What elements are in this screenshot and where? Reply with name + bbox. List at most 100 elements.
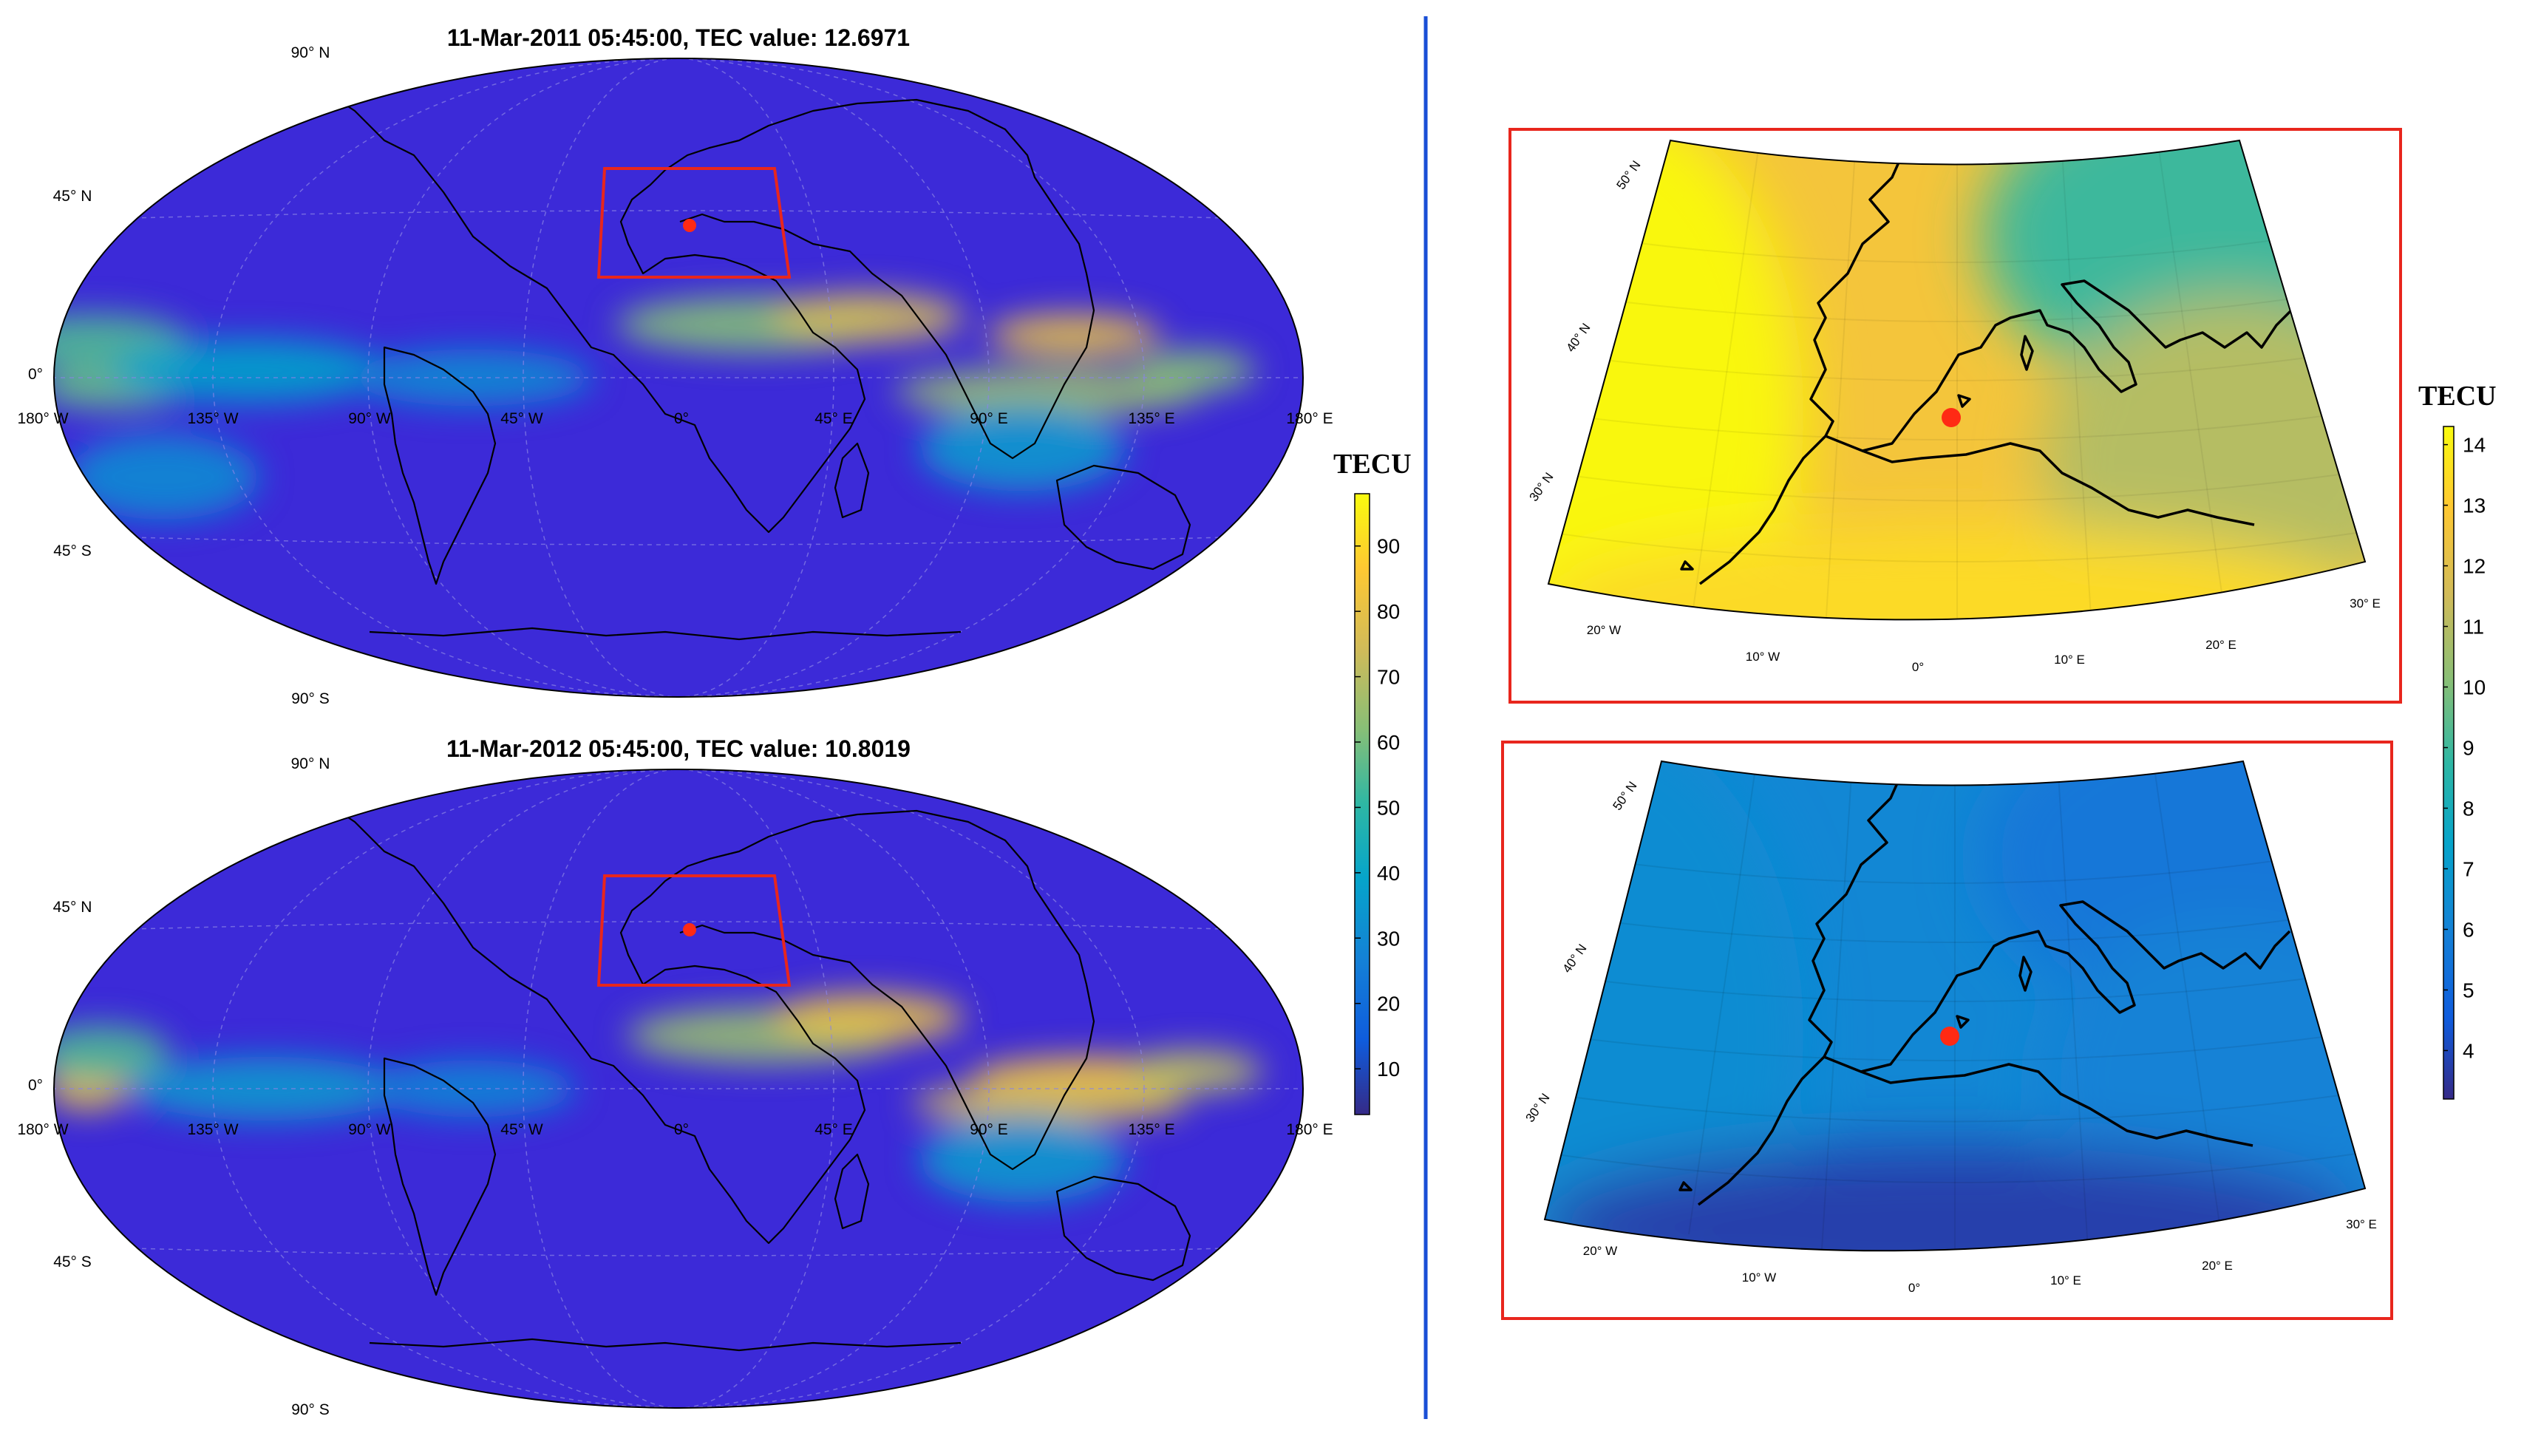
lon-label: 45° E <box>814 410 853 427</box>
regional-lon-label: 10° E <box>2050 1273 2081 1287</box>
global-axis-labels: 90° N 45° N 0° 45° S 90° S 180° W 135° W 90° W… <box>17 44 1333 1418</box>
colorbar-tick-label: 5 <box>2463 979 2474 1001</box>
lon-label: 180° W <box>17 1121 68 1138</box>
regional-colorbar-title: TECU <box>2418 381 2497 412</box>
station-marker <box>683 923 696 936</box>
regional-lon-label: 0° <box>1912 660 1924 674</box>
regional-map-frame <box>1547 139 2367 621</box>
lat-label: 45° N <box>53 188 92 205</box>
regional-grid <box>1545 768 2362 1251</box>
tec-band <box>894 367 1205 417</box>
global-colorbar: TECU 10 20 30 40 50 60 70 80 90 <box>1333 449 1412 1115</box>
colorbar-tick-label: 6 <box>2463 918 2474 941</box>
map-frame <box>53 58 1304 698</box>
regional-lon-label: 20° E <box>2202 1259 2233 1273</box>
global-map-title-2012: 11-Mar-2012 05:45:00, TEC value: 10.8019 <box>446 735 911 762</box>
colorbar-tick-label: 12 <box>2463 555 2486 578</box>
tec-band <box>67 434 259 520</box>
colorbar-tick-label: 50 <box>1377 796 1400 819</box>
station-marker <box>683 219 696 232</box>
lat-label: 45° N <box>53 899 92 916</box>
lon-label: 90° W <box>348 410 391 427</box>
regional-lon-label: 10° W <box>1746 650 1780 664</box>
colorbar-tick-label: 80 <box>1377 600 1400 623</box>
lon-label: 135° E <box>1128 410 1174 427</box>
tec-band <box>771 993 964 1043</box>
lon-label: 90° W <box>348 1121 391 1138</box>
lon-label: 0° <box>674 410 689 427</box>
global-map-title-2011: 11-Mar-2011 05:45:00, TEC value: 12.6971 <box>447 24 910 51</box>
regional-coastlines <box>1680 143 2293 585</box>
regional-colorbar: TECU 4 5 6 7 8 9 10 11 12 13 14 <box>2418 381 2497 1100</box>
colorbar-tick-label: 10 <box>2463 676 2486 699</box>
tec-band <box>912 1081 1188 1124</box>
regional-colorbar-gradient <box>2443 426 2455 1100</box>
lat-label: 0° <box>28 1077 43 1094</box>
colorbar-tick-label: 10 <box>1377 1058 1400 1081</box>
lon-label: 45° W <box>500 410 543 427</box>
lon-label: 180° W <box>17 410 68 427</box>
global-colorbar-title: TECU <box>1333 449 1412 480</box>
colorbar-tick-label: 70 <box>1377 666 1400 689</box>
regional-lon-label: 20° E <box>2205 638 2236 652</box>
region-box-2012 <box>596 874 792 987</box>
regional-coastlines <box>1678 764 2291 1206</box>
lon-label: 180° E <box>1286 410 1333 427</box>
lon-label: 135° E <box>1128 1121 1174 1138</box>
regional-lon-label: 0° <box>1908 1281 1920 1295</box>
station-marker <box>1940 1027 1959 1046</box>
station-marker <box>1942 408 1961 427</box>
lat-label: 90° N <box>291 755 330 772</box>
regional-lon-label: 30° E <box>2346 1217 2377 1231</box>
graticule <box>54 769 1303 1408</box>
global-map-2011: 11-Mar-2011 05:45:00, TEC value: 12.6971 <box>53 24 1304 698</box>
colorbar-tick-label: 4 <box>2463 1039 2474 1062</box>
regional-lon-label: 10° W <box>1742 1270 1776 1285</box>
colorbar-tick-label: 30 <box>1377 927 1400 950</box>
tec-region-blob <box>1545 1146 2365 1251</box>
colorbar-tick-label: 11 <box>2463 616 2484 639</box>
colorbar-tick-label: 13 <box>2463 494 2486 517</box>
lat-label: 45° S <box>53 1253 92 1270</box>
tec-band <box>987 313 1160 357</box>
regional-lon-label: 20° W <box>1583 1244 1617 1258</box>
lon-label: 90° E <box>970 1121 1008 1138</box>
colorbar-tick-label: 20 <box>1377 993 1400 1016</box>
map-frame <box>53 769 1304 1409</box>
lon-label: 90° E <box>970 410 1008 427</box>
regional-map-2012 <box>1501 741 2393 1320</box>
regional-lon-label: 30° E <box>2350 596 2381 610</box>
colorbar-tick-label: 7 <box>2463 857 2474 880</box>
tec-band <box>1132 349 1256 392</box>
tec-band <box>54 1024 170 1082</box>
lon-label: 45° W <box>500 1121 543 1138</box>
lon-label: 135° W <box>187 1121 238 1138</box>
regional-map-2011 <box>1508 128 2402 704</box>
lon-label: 180° E <box>1286 1121 1333 1138</box>
colorbar-tick-label: 14 <box>2463 434 2486 457</box>
tec-band <box>919 1117 1126 1202</box>
lat-label: 0° <box>28 366 43 383</box>
lat-label: 45° S <box>53 542 92 559</box>
lat-label: 90° N <box>291 44 330 61</box>
global-colorbar-gradient <box>1354 493 1370 1115</box>
lon-label: 135° W <box>187 410 238 427</box>
tec-band <box>771 292 964 342</box>
global-map-2012: 11-Mar-2012 05:45:00, TEC value: 10.8019 <box>53 735 1304 1409</box>
tec-band <box>111 339 387 403</box>
regional-lon-label: 10° E <box>2054 653 2085 667</box>
lon-label: 0° <box>674 1121 689 1138</box>
tec-band <box>1125 1050 1263 1092</box>
lat-label: 90° S <box>291 690 330 707</box>
regional-grid <box>1548 143 2362 620</box>
colorbar-tick-label: 90 <box>1377 535 1400 558</box>
tec-band <box>919 406 1126 491</box>
colorbar-tick-label: 40 <box>1377 862 1400 885</box>
region-box-2011 <box>596 167 792 279</box>
colorbar-tick-label: 8 <box>2463 797 2474 820</box>
lat-label: 90° S <box>291 1401 330 1418</box>
regional-map-frame <box>1543 760 2367 1252</box>
lon-label: 45° E <box>814 1121 853 1138</box>
colorbar-tick-label: 60 <box>1377 731 1400 754</box>
